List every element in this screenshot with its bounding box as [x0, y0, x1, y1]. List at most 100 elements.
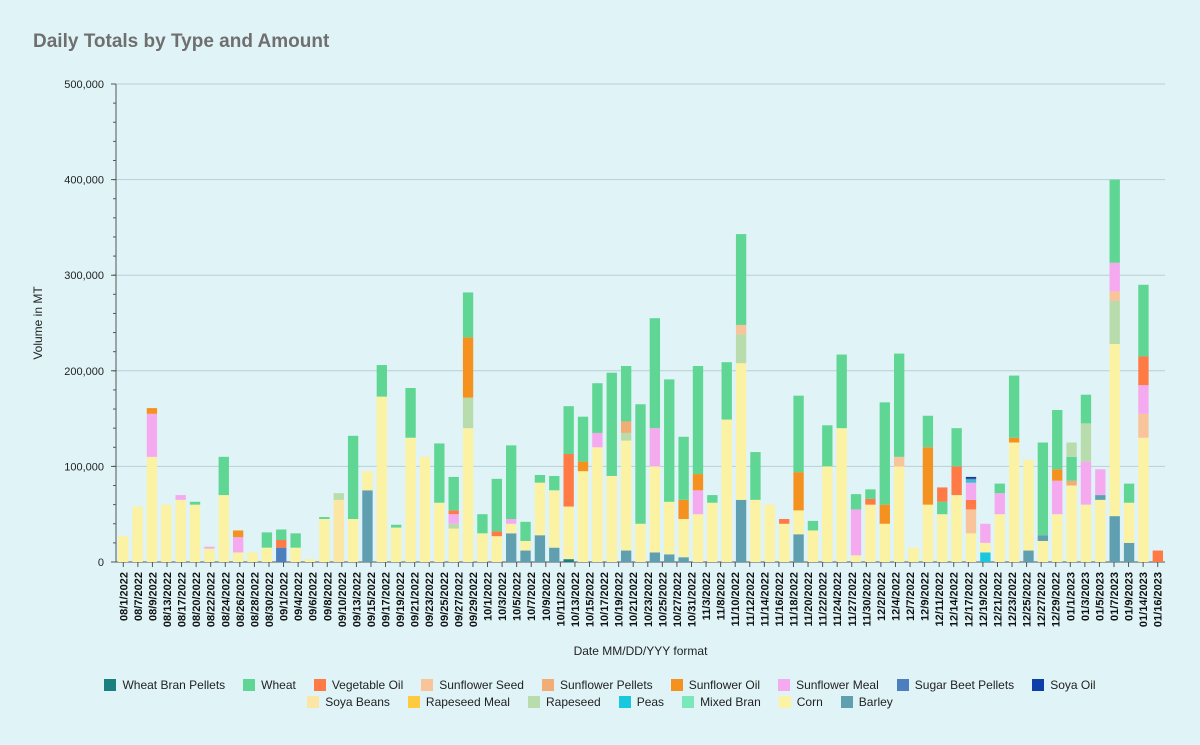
bar-segment — [1052, 409, 1063, 470]
x-tick-label: 01/3/2023 — [1080, 572, 1092, 621]
legend-swatch — [407, 696, 420, 708]
bar-segment — [1152, 550, 1163, 562]
bar-segment — [664, 501, 675, 555]
legend-label: Rapeseed Meal — [425, 695, 510, 709]
legend-label: Soya Beans — [325, 695, 390, 709]
legend-item[interactable]: Rapeseed Meal — [407, 695, 510, 709]
bar-segment — [505, 518, 517, 524]
x-tick-label: 09/17/2022 — [381, 572, 393, 627]
legend-item[interactable]: Soya Beans — [307, 695, 390, 709]
bar-segment — [1109, 344, 1120, 517]
bar-segment — [994, 493, 1005, 515]
legend-swatch — [104, 679, 117, 691]
bar-segment — [908, 547, 919, 562]
legend-item[interactable]: Wheat — [243, 678, 296, 692]
legend-item[interactable]: Soya Oil — [1032, 678, 1096, 692]
x-tick-label: 10/23/2022 — [643, 572, 655, 627]
legend-item[interactable]: Vegetable Oil — [313, 678, 403, 692]
bar-segment — [477, 514, 488, 534]
x-tick-label: 09/4/2022 — [293, 572, 305, 621]
bar-segment — [448, 523, 459, 529]
y-tick-label: 100,000 — [64, 461, 104, 473]
legend-item[interactable]: Sunflower Meal — [778, 678, 879, 692]
bar-segment — [836, 354, 847, 429]
bar-segment — [577, 416, 589, 462]
bar-segment — [204, 548, 215, 562]
legend-label: Sunflower Meal — [796, 678, 879, 692]
legend-item[interactable]: Rapeseed — [527, 695, 601, 709]
bar-segment — [850, 509, 862, 556]
bar-segment — [1138, 284, 1149, 357]
legend-item[interactable]: Wheat Bran Pellets — [104, 678, 225, 692]
bar-segment — [534, 475, 546, 483]
legend-item[interactable]: Sunflower Pellets — [541, 678, 653, 692]
x-tick-label: 09/13/2022 — [351, 572, 363, 627]
bar-segment — [994, 514, 1005, 562]
bar-segment — [1052, 480, 1063, 515]
bar-segment — [721, 419, 732, 562]
x-tick-label: 10/17/2022 — [599, 572, 611, 627]
bar-segment — [549, 490, 560, 548]
x-tick-label: 01/5/2023 — [1094, 572, 1106, 621]
bar-segment — [937, 514, 948, 562]
legend-label: Peas — [636, 695, 665, 709]
x-tick-label: 09/10/2022 — [337, 572, 349, 627]
bar-segment — [850, 555, 862, 562]
bar-segment — [1066, 485, 1077, 562]
x-tick-label: 08/20/2022 — [191, 572, 203, 627]
legend-item[interactable]: Corn — [778, 695, 823, 709]
x-tick-label: 12/25/2022 — [1022, 572, 1034, 627]
bar-segment — [118, 536, 129, 562]
bar-segment — [189, 501, 201, 505]
y-tick-label: 300,000 — [64, 270, 104, 282]
legend-item[interactable]: Sunflower Oil — [670, 678, 760, 692]
bar-segment — [678, 499, 689, 519]
x-tick-label: 12/27/2022 — [1036, 572, 1048, 627]
legend-label: Sunflower Seed — [439, 678, 524, 692]
bar-segment — [175, 499, 186, 562]
x-tick-label: 01/9/2023 — [1124, 572, 1136, 621]
legend-swatch — [243, 679, 256, 691]
bar-segment — [879, 504, 890, 524]
bar-segment — [1052, 469, 1063, 481]
bar-segment — [893, 466, 905, 562]
bar-segment — [261, 532, 273, 548]
legend-item[interactable]: Barley — [840, 695, 893, 709]
bar-segment — [1123, 483, 1135, 503]
bar-segment — [534, 482, 546, 536]
bar-segment — [434, 443, 445, 503]
x-tick-label: 12/21/2022 — [992, 572, 1004, 627]
bar-segment — [1138, 437, 1149, 562]
x-tick-label: 09/19/2022 — [395, 572, 407, 627]
legend-item[interactable]: Mixed Bran — [682, 695, 761, 709]
chart-legend: Wheat Bran Pellets Wheat Vegetable Oil Sunf… — [60, 678, 1140, 709]
x-tick-label: 09/6/2022 — [308, 572, 320, 621]
bar-segment — [606, 372, 617, 476]
bar-segment — [1066, 480, 1077, 486]
x-tick-label: 12/19/2022 — [978, 572, 990, 627]
legend-item[interactable]: Sunflower Seed — [421, 678, 524, 692]
bar-segment — [1138, 385, 1149, 414]
legend-swatch — [670, 679, 683, 691]
x-tick-label: 08/26/2022 — [235, 572, 247, 627]
x-tick-label: 11/3/2022 — [701, 572, 713, 620]
x-tick-label: 10/25/2022 — [657, 572, 669, 627]
bar-segment — [549, 547, 560, 562]
legend-item[interactable]: Peas — [618, 695, 665, 709]
legend-item[interactable]: Sugar Beet Pellets — [896, 678, 1014, 692]
bar-segment — [232, 530, 244, 538]
bar-segment — [491, 531, 502, 537]
bar-segment — [707, 495, 718, 503]
bar-segment — [793, 395, 804, 473]
bar-segment — [965, 476, 977, 479]
bar-segment — [1095, 469, 1106, 496]
bar-segment — [850, 494, 862, 510]
bar-segment — [951, 428, 962, 467]
bar-segment — [750, 499, 761, 562]
bar-segment — [965, 482, 977, 500]
x-tick-label: 01/16/2023 — [1153, 572, 1165, 627]
bar-segment — [491, 478, 502, 532]
bar-segment — [1123, 542, 1135, 562]
bar-segment — [563, 453, 574, 507]
bar-segment — [189, 504, 201, 562]
